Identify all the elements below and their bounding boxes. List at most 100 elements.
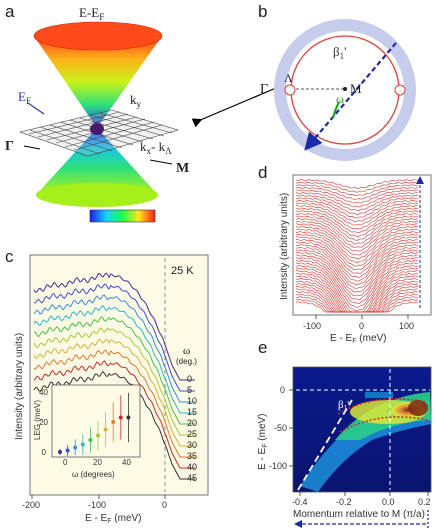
gamma-label: Γ [5,139,14,154]
band-feature [365,392,393,398]
data-point [118,415,123,420]
data-point [73,445,78,450]
link-arrow [191,87,277,128]
momentum-arrow-head [294,520,302,528]
edc-curve [33,272,195,381]
edc-curve [33,349,195,458]
gamma-arrow [23,145,41,150]
x-axis-label: E - EF (meV) [85,513,142,525]
tick-label: 100 [399,321,414,331]
x-axis-label: Momentum relative to M (π/a) [293,509,425,520]
ky-label: ky [130,92,142,109]
hot-spot-core [408,400,428,416]
omega-unit: (deg.) [176,357,197,366]
tick-label: 0.2 [418,497,431,507]
panel-letter-d: d [258,163,268,182]
omega-label: ω [336,92,344,106]
edc-curve [33,360,195,469]
edc-curve [33,338,195,447]
data-point [111,420,116,424]
m-arrow [149,159,173,165]
spectrum-curve [295,225,419,256]
m-label: M [350,81,362,96]
spectra-curves [295,179,419,313]
spectrum-curve [295,231,419,264]
tick-label: -50 [274,423,287,433]
y-axis-label: Intensity (arbitrary units) [14,333,25,440]
panel-b: β1' Γ Λ M ω [260,19,416,161]
spectrum-curve [295,199,419,219]
omega-value: 10 [187,396,197,406]
ef-arrow [27,102,45,115]
inset: 0 20 40 0 20 40 ω (degrees) LEG (meV) [33,384,141,479]
panel-d: -100 0 100 E - EF (meV) Intensity (arbit… [279,174,432,345]
y-axis-label: Intensity (arbitrary units) [279,193,290,300]
axis-top-label: E-EF [79,5,104,22]
omega-header: ω [183,345,190,357]
omega-value: 25 [187,429,197,439]
beta-label: β1' [338,399,349,412]
spectrum-curve [295,194,419,211]
panel-letter-a: a [5,2,15,21]
spectrum-curve [295,228,419,260]
lambda-label: Λ [284,71,293,85]
spectrum-curve [295,212,419,238]
omega-arc [332,101,340,119]
omega-value: 30 [187,440,197,450]
edc-curve [33,294,195,403]
pocket-right [394,84,406,96]
scan-arrow-head [416,176,424,184]
panel-letter-e: e [258,338,268,357]
spectrum-curve [295,181,418,193]
tick-label: -0.2 [336,497,352,507]
tick-label: 0 [280,385,285,395]
m-label: M [176,161,189,176]
colorbar [89,209,156,223]
omega-value: 0 [187,374,192,384]
pocket-left [284,84,296,96]
gamma-label: Γ [260,82,268,97]
temperature-label: 25 K [171,265,194,277]
spectrum-curve [295,218,419,245]
upper-cone-rim [33,21,163,51]
spectrum-curve [295,236,419,271]
beta-label: β1' [333,44,346,61]
tick-label: -100 [303,321,321,331]
omega-value: 45 [187,473,197,483]
spectrum-curve [295,259,419,304]
tick-label: -100 [88,500,106,510]
omega-value: 20 [187,418,197,428]
spectrum-curve [295,186,419,200]
dirac-point [90,123,104,135]
spectrum-curve [295,251,419,293]
inset-ylabel: LEG (meV) [33,400,42,440]
inset-ytick: 20 [39,418,48,427]
tick-label: 0 [359,321,364,331]
spectrum-curve [295,244,419,282]
lower-cone-rim [36,183,158,207]
spectrum-curve [295,249,419,289]
spectrum-curve [295,184,419,197]
inset-xlabel: ω (degrees) [72,470,115,479]
panel-letter-c: c [5,247,14,266]
panel-a: E-EF EF ky kx- kΛ Γ M [5,5,189,223]
tick-label: -200 [22,500,40,510]
spectrum-curve [295,192,419,208]
upper-cone [34,36,162,128]
spectrum-curve [296,254,419,296]
ef-label: EF [18,89,31,106]
omega-value: 15 [187,407,197,417]
spectrum-curve [295,220,419,248]
inset-points [58,392,131,456]
edc-curves [33,272,195,480]
tick-label: -0.4 [292,497,308,507]
panel-c: 0 20 40 0 20 40 ω (degrees) LEG (meV) 25… [14,254,209,525]
brillouin-ring [274,19,416,161]
tick-label: -100 [269,461,287,471]
edc-curve [34,283,195,392]
spectrum-curve [295,233,419,267]
spectrum-curve [295,262,419,308]
data-point [58,450,62,454]
edc-curve [33,304,195,414]
